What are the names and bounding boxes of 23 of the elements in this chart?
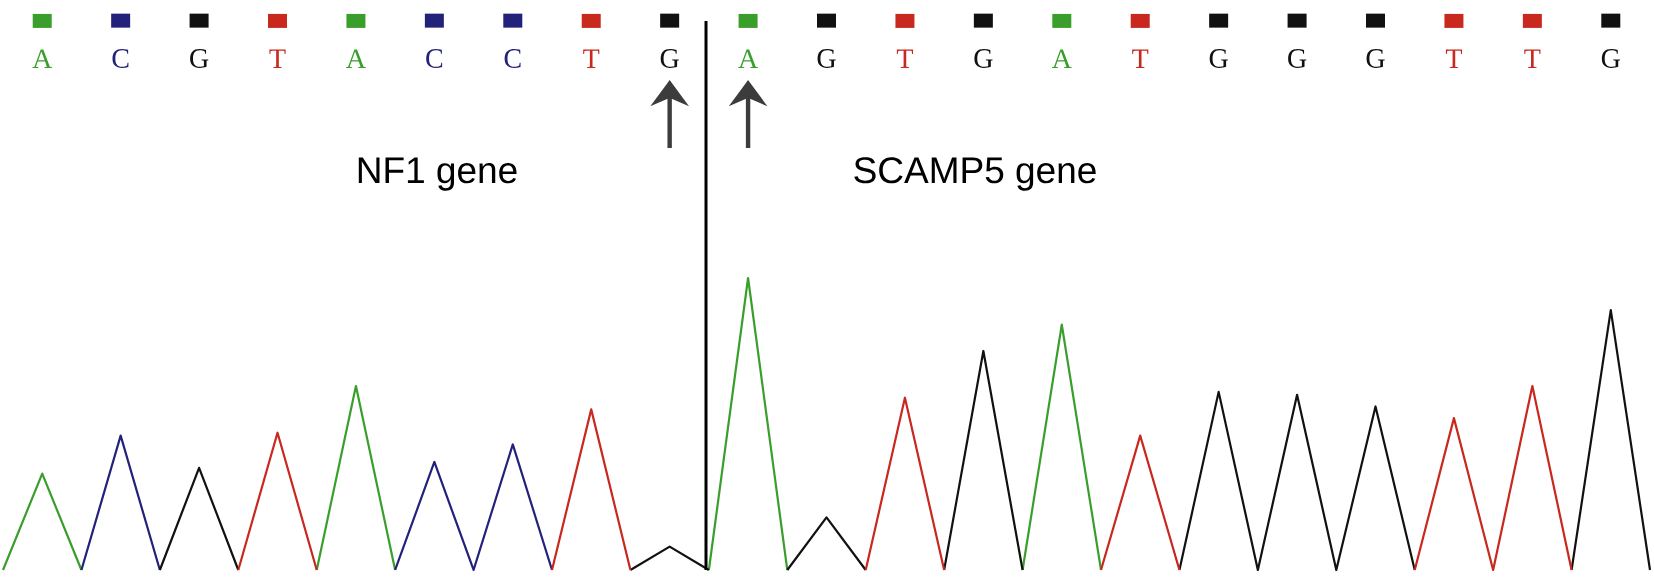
x-tick-label: T <box>896 49 914 68</box>
x-tick-label: G <box>660 49 679 68</box>
x-tick-label: T <box>1445 49 1463 68</box>
x-tick-label: G <box>817 49 836 68</box>
x-tick-label: G <box>1209 49 1228 68</box>
text: SCAMP5 gene <box>854 157 1096 191</box>
x-tick-label: T <box>583 49 600 68</box>
x-tick-label: C <box>504 49 521 68</box>
x-tick-label: G <box>1288 49 1307 68</box>
x-tick-label: A <box>1051 49 1072 68</box>
x-tick-label: G <box>1601 49 1621 68</box>
x-tick-label: T <box>269 49 286 68</box>
x-tick-label: T <box>1132 49 1149 68</box>
x-tick-label: G <box>190 49 209 68</box>
x-tick-label: G <box>1366 49 1385 68</box>
x-tick-label: A <box>346 49 366 68</box>
x-tick-label: A <box>738 49 758 68</box>
x-tick-label: G <box>974 49 993 68</box>
x-tick-label: C <box>112 49 129 68</box>
x-tick-label: T <box>1524 49 1541 68</box>
x-tick-label: A <box>32 49 53 68</box>
x-tick-label: C <box>426 49 443 68</box>
text: NF1 gene <box>358 157 517 191</box>
